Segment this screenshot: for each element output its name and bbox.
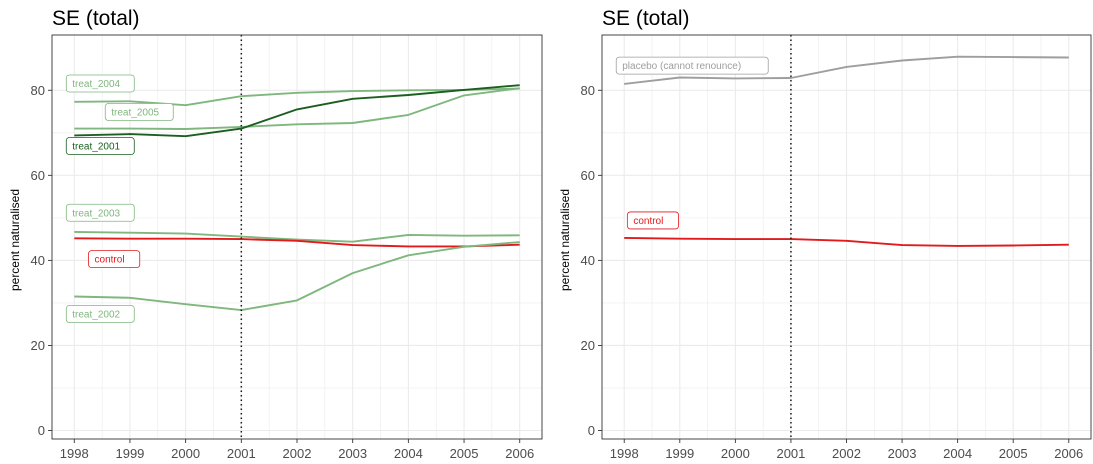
left-y-tick-label: 40 [31, 253, 45, 268]
right-y-tick-label: 60 [581, 168, 595, 183]
right-y-tick-label: 40 [581, 253, 595, 268]
left-y-tick-label: 80 [31, 83, 45, 98]
right-series-line-control [624, 236, 1069, 247]
right-series-label: placebo (cannot renounce) [622, 61, 741, 72]
left-y-tick-label: 60 [31, 168, 45, 183]
left-series-line-treat-2004 [74, 87, 520, 107]
right-x-tick-label: 2005 [999, 446, 1028, 461]
right-y-tick-label: 80 [581, 83, 595, 98]
right-x-tick-label: 2000 [721, 446, 750, 461]
left-series-lines [74, 84, 520, 312]
right-grid [602, 35, 1091, 439]
right-x-tick-label: 1999 [665, 446, 694, 461]
left-x-tick-label: 2005 [450, 446, 479, 461]
left-series-label: treat_2002 [72, 309, 120, 320]
left-series-label: treat_2004 [72, 79, 120, 90]
left-series-line-treat-2001 [74, 84, 520, 138]
left-x-tick-label: 2003 [338, 446, 367, 461]
left-x-tick-label: 2006 [505, 446, 534, 461]
right-y-tick-label: 20 [581, 338, 595, 353]
left-series-label-box [65, 305, 135, 323]
right-series-line-placebo-cannot-renounce- [624, 55, 1069, 85]
right-x-tick-label: 2006 [1054, 446, 1083, 461]
right-series-lines [624, 55, 1069, 247]
right-x-tick-label: 2004 [943, 446, 972, 461]
left-x-tick-label: 2000 [171, 446, 200, 461]
left-panel: SE (total) percent naturalised treat_200… [8, 7, 543, 461]
right-x-tick-label: 1998 [610, 446, 639, 461]
right-series-labels: placebo (cannot renounce) control [615, 56, 769, 230]
right-x-tick-label: 2001 [776, 446, 805, 461]
right-panel-title: SE (total) [602, 7, 690, 30]
left-series-label: treat_2005 [111, 107, 159, 118]
right-series-label: control [633, 216, 663, 227]
right-y-axis-label: percent naturalised [558, 189, 572, 291]
left-series-label-box [65, 137, 135, 155]
left-series-line-treat-2005 [74, 87, 520, 130]
left-x-tick-label: 2002 [283, 446, 312, 461]
left-y-axis-label: percent naturalised [8, 189, 22, 291]
left-x-tick-label: 1998 [60, 446, 89, 461]
right-axes: 0 20 40 60 80 1998 1999 2000 2001 2002 2003 2004 200… [581, 83, 1084, 461]
left-series-label: control [95, 255, 125, 266]
left-x-tick-label: 2004 [394, 446, 423, 461]
right-x-tick-label: 2003 [888, 446, 917, 461]
left-x-tick-label: 1999 [115, 446, 144, 461]
right-panel: SE (total) percent naturalised placebo (… [558, 7, 1092, 461]
right-series-label-box [615, 56, 769, 75]
left-series-label: treat_2003 [72, 208, 120, 219]
left-panel-title: SE (total) [52, 7, 140, 30]
left-series-label: treat_2001 [72, 141, 120, 152]
left-series-label-box [104, 103, 174, 121]
left-series-label-box [65, 203, 135, 222]
right-x-tick-label: 2002 [832, 446, 861, 461]
left-y-tick-label: 20 [31, 338, 45, 353]
left-y-tick-label: 0 [38, 423, 45, 438]
left-x-tick-label: 2001 [227, 446, 256, 461]
left-axes: 0 20 40 60 80 1998 1999 2000 2001 2002 2003 2004 200… [31, 83, 535, 461]
left-series-label-box [65, 74, 135, 93]
left-series-line-treat-2002 [74, 241, 520, 312]
left-series-line-control [74, 237, 520, 248]
left-series-line-treat-2003 [74, 230, 520, 243]
left-series-labels: treat_2004 treat_2005 treat_2001 treat_2003… [65, 74, 174, 323]
right-series-label-box [626, 211, 679, 230]
right-y-tick-label: 0 [588, 423, 595, 438]
left-series-label-box [88, 250, 141, 269]
